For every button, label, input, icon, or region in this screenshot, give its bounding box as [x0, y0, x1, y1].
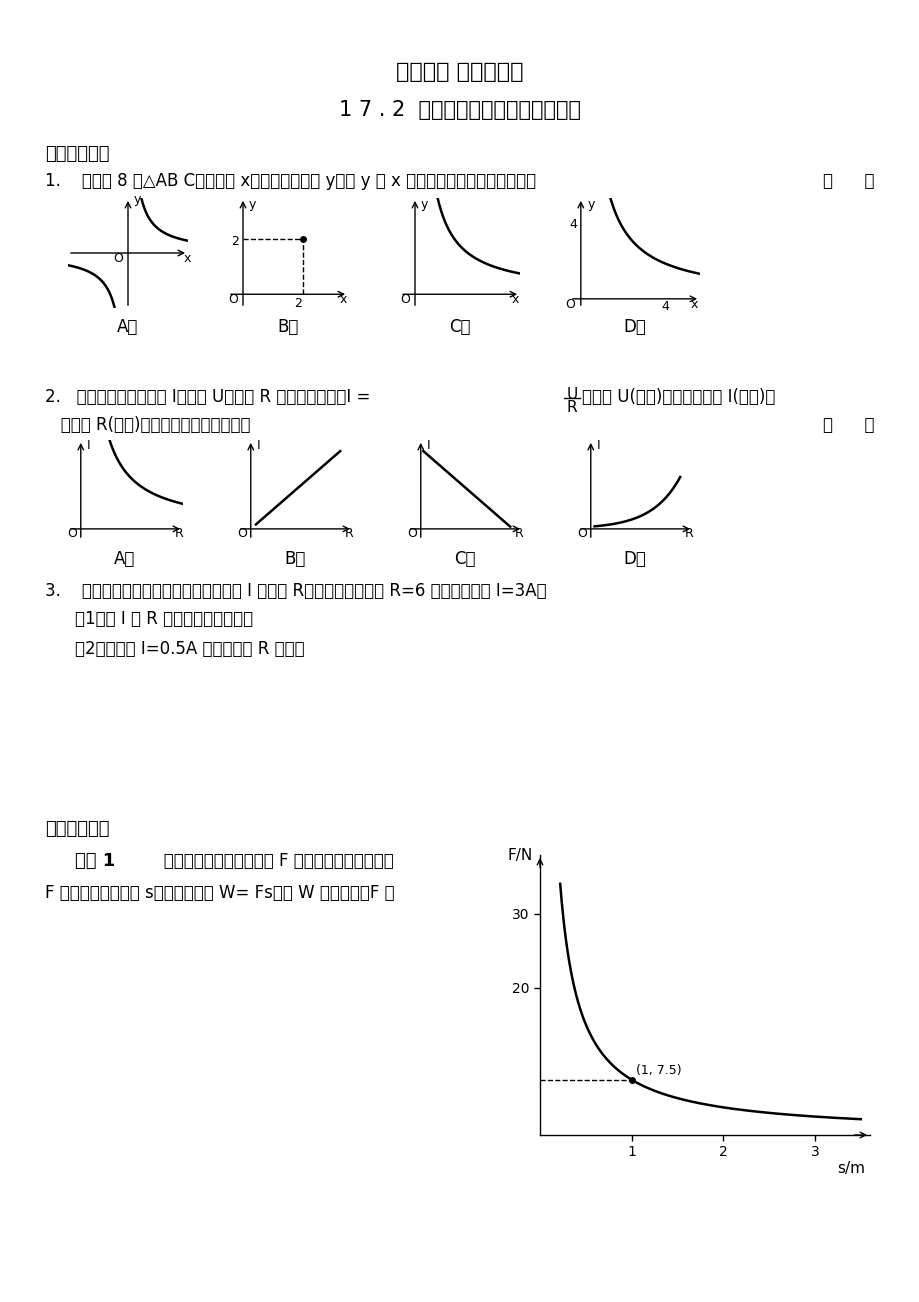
Text: O: O [406, 527, 416, 540]
Text: I: I [426, 439, 430, 452]
Text: D．: D． [623, 318, 646, 336]
Text: x: x [511, 293, 518, 306]
Text: y: y [421, 198, 428, 211]
Text: y: y [249, 198, 256, 211]
Text: O: O [564, 298, 574, 311]
Text: O: O [576, 527, 586, 540]
Text: U: U [566, 387, 577, 402]
Text: （      ）: （ ） [823, 417, 874, 434]
Text: (1, 7.5): (1, 7.5) [636, 1064, 681, 1077]
Text: O: O [67, 527, 77, 540]
Text: x: x [339, 293, 346, 306]
Text: 于电阴 R(欧姆)的函数关系的大致图象是: 于电阴 R(欧姆)的函数关系的大致图象是 [45, 417, 250, 434]
Text: D．: D． [623, 549, 646, 568]
Text: O: O [400, 293, 410, 306]
Text: 3.    在某一电路中，保持电压不变，电流 I 和电阴 R成反比例，当电阴 R=6 欧姆时，电流 I=3A．: 3. 在某一电路中，保持电压不变，电流 I 和电阴 R成反比例，当电阴 R=6 … [45, 582, 546, 600]
Text: R: R [566, 400, 577, 415]
Text: C．: C． [448, 318, 471, 336]
Text: 2: 2 [294, 297, 301, 310]
Text: I: I [596, 439, 599, 452]
Text: B．: B． [277, 318, 299, 336]
Text: O: O [113, 251, 123, 264]
Text: R: R [345, 527, 353, 540]
Text: 第十七章 反比例函数: 第十七章 反比例函数 [396, 62, 523, 82]
Text: ，电压 U(伏特)一定时，电流 I(安培)关: ，电压 U(伏特)一定时，电流 I(安培)关 [582, 388, 775, 406]
Text: 1 7 . 2  实际问题与反比例函数（四）: 1 7 . 2 实际问题与反比例函数（四） [338, 100, 581, 120]
Text: （1）求 I 与 R 之间的函数关系式；: （1）求 I 与 R 之间的函数关系式； [75, 611, 253, 628]
Text: F/N: F/N [507, 848, 533, 863]
Text: s/m: s/m [836, 1161, 865, 1176]
Text: R: R [515, 527, 523, 540]
Text: 1.    面积为 8 的△AB C，一边长 x，这边上的高为 y，则 y 与 x 的变化规律用图象表示大致是: 1. 面积为 8 的△AB C，一边长 x，这边上的高为 y，则 y 与 x 的… [45, 172, 536, 190]
Text: R: R [684, 527, 693, 540]
Text: y: y [586, 198, 594, 211]
Text: x: x [183, 251, 190, 264]
Text: 4: 4 [568, 219, 576, 232]
Text: 2.   在闭合电路中，电流 I，电压 U，电阴 R 之间的关系为：I =: 2. 在闭合电路中，电流 I，电压 U，电阴 R 之间的关系为：I = [45, 388, 370, 406]
Text: O: O [228, 293, 238, 306]
Text: I: I [256, 439, 260, 452]
Text: 2: 2 [231, 234, 239, 247]
Text: A．: A． [118, 318, 139, 336]
Text: y: y [134, 194, 142, 207]
Text: 《自主探究》: 《自主探究》 [45, 820, 109, 838]
Text: B．: B． [284, 549, 305, 568]
Text: R: R [175, 527, 184, 540]
Text: 问题 1: 问题 1 [75, 852, 115, 870]
Text: 由物理学知识知道，在力 F 的作用下，物体会在力: 由物理学知识知道，在力 F 的作用下，物体会在力 [148, 852, 393, 870]
Text: （      ）: （ ） [823, 172, 874, 190]
Text: O: O [237, 527, 246, 540]
Text: 4: 4 [660, 299, 668, 312]
Text: 《自主领悟》: 《自主领悟》 [45, 145, 109, 163]
Text: A．: A． [114, 549, 135, 568]
Text: x: x [690, 298, 698, 311]
Text: F 的方向上发生位移 s，力所做的功 W= Fs．当 W 为定値时，F 与: F 的方向上发生位移 s，力所做的功 W= Fs．当 W 为定値时，F 与 [45, 884, 394, 902]
Text: I: I [86, 439, 90, 452]
Text: C．: C． [454, 549, 475, 568]
Text: （2）当电流 I=0.5A 时，求电阴 R 的値．: （2）当电流 I=0.5A 时，求电阴 R 的値． [75, 641, 304, 658]
